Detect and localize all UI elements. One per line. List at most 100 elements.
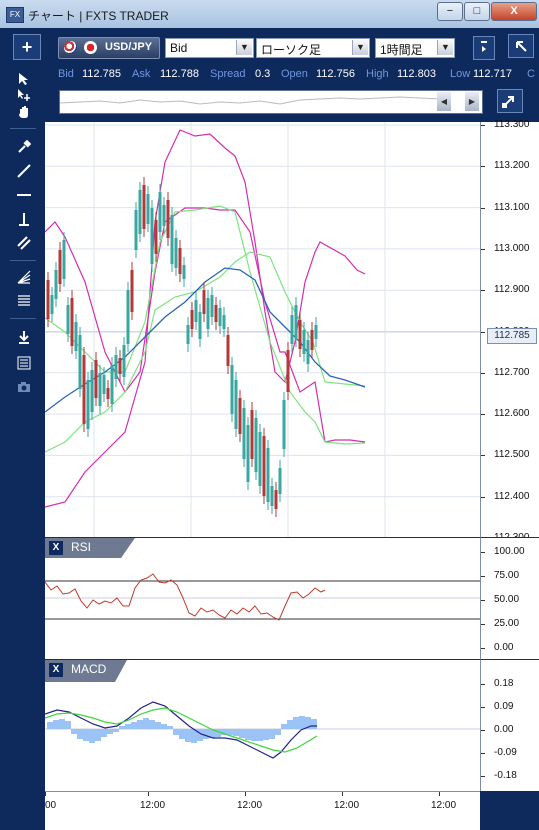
candle-body — [78, 335, 82, 389]
candle-body — [46, 280, 50, 319]
macd-axis: 0.18 0.09 0.00 -0.09 -0.18 — [480, 659, 539, 792]
chart-navigator[interactable]: ◀ ▶ — [59, 90, 483, 114]
axis-tick-mark — [481, 707, 485, 708]
axis-tick-label: 25.00 — [494, 618, 520, 629]
axis-tick-label: 112.400 — [494, 490, 530, 502]
open-label: Open — [281, 68, 308, 80]
axis-tick-label: 50.00 — [494, 594, 520, 605]
drawing-toolbar — [0, 66, 44, 829]
fan-lines-icon[interactable] — [15, 268, 33, 286]
candle-body — [58, 250, 62, 284]
candle-body — [162, 205, 166, 226]
candle-body — [230, 365, 234, 414]
download-icon[interactable] — [15, 328, 33, 346]
time-tick-mark — [245, 792, 246, 796]
rsi-pane[interactable]: X RSI — [45, 537, 480, 660]
candle-body — [90, 370, 94, 412]
macd-pane[interactable]: X MACD — [45, 659, 480, 792]
current-price-tag: 112.785 — [487, 328, 537, 344]
price-chart[interactable] — [45, 122, 480, 537]
us-flag-icon — [64, 41, 77, 54]
high-label: High — [366, 68, 389, 80]
low-value: 112.717 — [473, 68, 512, 80]
candle-body — [218, 308, 222, 326]
camera-icon[interactable] — [15, 378, 33, 396]
candle-body — [166, 200, 170, 238]
candle-body — [54, 270, 58, 299]
candle-body — [142, 185, 146, 229]
cursor-icon[interactable] — [15, 70, 33, 88]
axis-tick-mark — [481, 290, 485, 292]
candle-body — [214, 305, 218, 322]
high-value: 112.803 — [397, 68, 436, 80]
macd-label: MACD — [71, 662, 107, 676]
candle-body — [138, 190, 142, 234]
vertical-line-icon[interactable] — [15, 210, 33, 228]
axis-tick-mark — [481, 372, 485, 374]
axis-tick-mark — [481, 125, 485, 126]
axis-tick-label: -0.09 — [494, 747, 517, 758]
macd-canvas — [45, 660, 480, 759]
axis-tick-mark — [481, 166, 485, 168]
candle-body — [306, 340, 310, 364]
candle-body — [94, 360, 98, 398]
title-bar: FX チャート | FXTS TRADER − □ X — [0, 0, 539, 28]
add-chart-button[interactable]: + — [13, 34, 41, 60]
time-tick-mark — [45, 792, 46, 796]
scroll-right-button[interactable]: ▶ — [465, 92, 479, 111]
candle-body — [86, 380, 90, 429]
retracement-icon[interactable] — [15, 292, 33, 310]
axis-tick-label: 100.00 — [494, 546, 525, 557]
parallel-lines-icon[interactable] — [15, 234, 33, 252]
candle-body — [66, 305, 70, 334]
horizontal-line-icon[interactable] — [15, 186, 33, 204]
list-icon[interactable] — [15, 354, 33, 372]
expand-chart-button[interactable] — [497, 89, 523, 113]
candle-body — [286, 350, 290, 392]
candle-body — [130, 270, 134, 312]
candle-body — [314, 325, 318, 339]
close-button[interactable]: X — [491, 2, 537, 21]
candle-body — [310, 330, 314, 350]
rsi-label: RSI — [71, 540, 92, 554]
price-type-select[interactable]: Bid ▼ — [165, 38, 254, 58]
candle-body — [82, 355, 86, 424]
toolbar-scroll-button[interactable] — [473, 36, 495, 60]
candle-body — [182, 265, 186, 279]
candle-body — [250, 410, 254, 459]
candle-body — [234, 380, 238, 429]
candle-body — [194, 300, 198, 322]
detach-chart-button[interactable] — [508, 34, 534, 58]
candle-body — [170, 215, 174, 264]
axis-tick-mark — [481, 414, 485, 416]
price-type-value: Bid — [170, 41, 188, 55]
minimize-button[interactable]: − — [437, 2, 463, 21]
close-rsi-button[interactable]: X — [49, 541, 63, 555]
crosshair-cursor-icon[interactable] — [15, 86, 33, 104]
close-macd-button[interactable]: X — [49, 663, 63, 677]
chart-type-select[interactable]: ローソク足 ▼ — [256, 38, 370, 58]
axis-tick-mark — [481, 624, 485, 625]
hand-icon[interactable] — [15, 103, 33, 121]
candle-body — [282, 400, 286, 449]
axis-tick-label: -0.18 — [494, 770, 517, 781]
toolbar-divider — [10, 128, 36, 129]
chevron-down-icon: ▼ — [236, 40, 252, 55]
maximize-button[interactable]: □ — [464, 2, 490, 21]
candle-body — [154, 220, 158, 254]
trend-line-icon[interactable] — [15, 162, 33, 180]
axis-tick-mark — [481, 648, 485, 649]
time-tick-label: 12:00 — [140, 800, 166, 811]
axis-tick-label: 113.000 — [494, 242, 530, 254]
candle-body — [270, 486, 274, 506]
time-tick-label: 12:00 — [237, 800, 263, 811]
scroll-left-button[interactable]: ◀ — [437, 92, 451, 111]
candle-body — [62, 240, 66, 279]
candle-body — [198, 312, 202, 339]
candle-body — [114, 355, 118, 379]
spread-label: Spread — [210, 68, 246, 80]
scroll-right-icon — [481, 41, 487, 52]
timeframe-select[interactable]: 1時間足 ▼ — [375, 38, 455, 58]
symbol-selector[interactable]: USD/JPY — [58, 37, 160, 59]
hammer-icon[interactable] — [15, 138, 33, 156]
